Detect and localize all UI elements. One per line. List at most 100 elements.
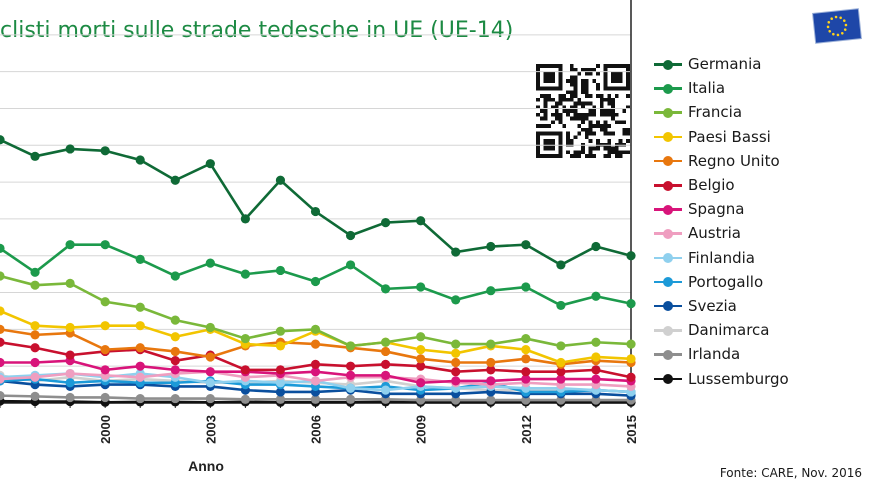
- data-point-italia-2014: [591, 291, 601, 301]
- data-point-belgio-2012: [521, 367, 531, 377]
- data-point-regno-unito-2003: [205, 352, 215, 362]
- data-point-irlanda-2000: [100, 392, 110, 403]
- data-point-spagna-2007: [345, 370, 356, 380]
- flag-star: [844, 23, 848, 27]
- data-point-irlanda-2011: [486, 395, 496, 405]
- data-point-francia-2011: [486, 339, 496, 349]
- line-chart: 2000 2003 2006 2009 2012 2015 Anno: [0, 0, 639, 474]
- legend-item-germania: Germania: [654, 52, 789, 76]
- legend-label-germania: Germania: [688, 55, 762, 74]
- flag-star: [843, 28, 847, 31]
- data-point-spagna-2001: [135, 361, 145, 371]
- data-point-finlandia-2005: [275, 378, 286, 388]
- data-point-austria-1997: [0, 374, 5, 384]
- data-point-belgio-1997: [0, 337, 5, 347]
- data-point-italia-2006: [310, 276, 321, 287]
- data-point-irlanda-2004: [240, 394, 250, 404]
- legend-swatch-svezia: [654, 299, 682, 313]
- chart-series: [0, 135, 636, 407]
- data-point-regno-unito-1997: [0, 324, 5, 334]
- data-point-austria-2001: [135, 372, 145, 382]
- flag-star: [834, 15, 838, 19]
- series-italia: [0, 240, 636, 311]
- legend-label-spagna: Spagna: [688, 200, 745, 219]
- data-point-francia-2010: [451, 339, 461, 349]
- data-point-italia-2012: [521, 282, 531, 292]
- data-point-spagna-2014: [591, 374, 601, 384]
- data-point-austria-1998: [30, 372, 40, 382]
- data-point-belgio-2009: [416, 361, 426, 371]
- data-point-spagna-2002: [170, 365, 180, 375]
- data-point-regno-unito-2001: [135, 343, 145, 353]
- data-point-italia-2001: [135, 254, 145, 265]
- legend-swatch-finlandia: [654, 251, 682, 265]
- legend-label-paesi-bassi: Paesi Bassi: [688, 127, 771, 146]
- data-point-belgio-2014: [591, 365, 601, 375]
- data-point-belgio-2004: [240, 365, 250, 375]
- flag-star: [836, 33, 840, 37]
- legend-item-regno-unito: Regno Unito: [654, 149, 789, 173]
- data-point-irlanda-1998: [30, 391, 40, 401]
- legend-item-finlandia: Finlandia: [654, 246, 789, 270]
- data-point-francia-2003: [205, 322, 215, 333]
- legend-label-belgio: Belgio: [688, 176, 735, 195]
- data-point-irlanda-1997: [0, 391, 5, 401]
- data-point-germania-2006: [310, 206, 321, 217]
- data-point-austria-1999: [65, 368, 75, 379]
- data-point-belgio-2010: [451, 367, 461, 377]
- data-point-belgio-2006: [310, 359, 321, 369]
- legend-swatch-belgio: [654, 178, 682, 192]
- data-point-italia-1997: [0, 243, 5, 253]
- data-point-germania-1999: [65, 144, 75, 154]
- data-point-italia-2003: [205, 258, 215, 268]
- data-point-spagna-1998: [30, 357, 40, 368]
- data-point-paesi-bassi-2014: [591, 352, 601, 362]
- legend-label-danimarca: Danimarca: [688, 321, 770, 340]
- legend-label-lussemburgo: Lussemburgo: [688, 369, 789, 388]
- data-point-italia-2007: [345, 260, 356, 270]
- data-point-germania-2005: [275, 175, 286, 185]
- series-line-germania: [0, 138, 632, 267]
- data-point-italia-2005: [275, 265, 286, 276]
- flag-star: [827, 21, 831, 24]
- data-point-regno-unito-2002: [170, 346, 180, 357]
- data-point-spagna-2006: [310, 367, 321, 377]
- data-point-irlanda-2007: [345, 394, 356, 404]
- data-point-germania-2015: [626, 251, 636, 261]
- data-point-belgio-1998: [30, 343, 40, 353]
- flag-star: [828, 29, 832, 33]
- data-point-regno-unito-2010: [451, 357, 461, 368]
- source-note: Fonte: CARE, Nov. 2016: [719, 466, 862, 480]
- data-point-belgio-2002: [170, 356, 180, 366]
- data-point-italia-2000: [100, 240, 110, 250]
- legend-item-paesi-bassi: Paesi Bassi: [654, 125, 789, 149]
- data-point-francia-2015: [626, 339, 636, 349]
- data-point-belgio-1999: [65, 350, 75, 360]
- data-point-regno-unito-2012: [521, 354, 531, 364]
- data-point-germania-2007: [345, 230, 356, 241]
- data-point-regno-unito-2011: [486, 357, 496, 368]
- legend-item-francia: Francia: [654, 100, 789, 124]
- data-point-svezia-2005: [275, 387, 286, 397]
- data-point-irlanda-2002: [170, 393, 180, 404]
- legend-swatch-regno-unito: [654, 154, 682, 168]
- x-tick-label-2000: 2000: [98, 415, 113, 444]
- data-point-regno-unito-1998: [30, 330, 40, 340]
- data-point-belgio-2005: [275, 365, 286, 375]
- data-point-paesi-bassi-2012: [521, 345, 531, 355]
- data-point-germania-2001: [135, 155, 145, 165]
- data-point-francia-2012: [521, 333, 531, 344]
- data-point-francia-2013: [556, 341, 566, 351]
- series-francia: [0, 271, 636, 351]
- data-point-francia-2008: [381, 337, 391, 347]
- data-point-belgio-2011: [486, 365, 496, 375]
- legend-swatch-francia: [654, 105, 682, 119]
- data-point-germania-2000: [100, 146, 110, 156]
- data-point-belgio-2007: [345, 361, 356, 371]
- data-point-paesi-bassi-2013: [556, 357, 566, 368]
- data-point-germania-2009: [416, 216, 426, 226]
- legend-swatch-germania: [654, 57, 682, 71]
- data-point-italia-2013: [556, 300, 566, 311]
- data-point-spagna-2013: [556, 374, 566, 384]
- legend-swatch-lussemburgo: [654, 372, 682, 386]
